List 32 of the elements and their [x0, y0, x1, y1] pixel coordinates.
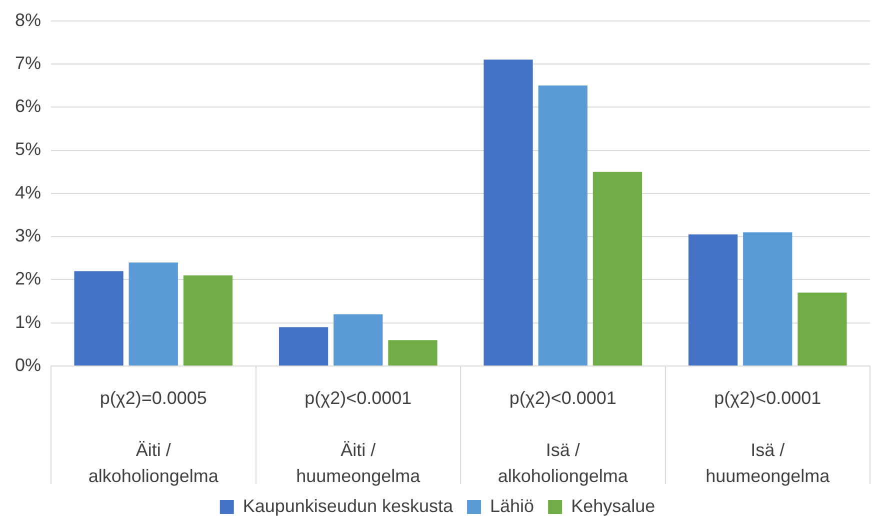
x-tick-label: Äiti / huumeongelma — [296, 440, 422, 486]
bar — [484, 60, 533, 366]
x-tick-label: Äiti / alkoholiongelma — [88, 440, 220, 486]
bar — [334, 314, 383, 366]
bar — [278, 327, 328, 366]
text: p(χ2)<0.0001 — [714, 388, 822, 408]
y-tick-label: 7% — [15, 52, 42, 73]
bar — [128, 262, 178, 366]
text: p(χ2)<0.0001 — [304, 388, 412, 408]
legend-label: Kaupunkiseudun keskusta — [242, 496, 454, 516]
bar — [798, 292, 847, 366]
text: p(χ2)<0.0001 — [509, 388, 616, 408]
x-tick-label: Isä / huumeongelma — [706, 440, 831, 486]
bar — [592, 172, 642, 366]
legend-label: Kehysalue — [571, 496, 656, 516]
bar — [183, 275, 233, 366]
y-tick-label: 1% — [15, 312, 42, 332]
bar — [688, 234, 738, 366]
bar — [538, 86, 588, 366]
legend-label: Lähiö — [490, 496, 534, 516]
y-tick-label: 0% — [15, 354, 42, 375]
text: p(χ2)=0.0005 — [100, 388, 207, 408]
y-tick-label: 3% — [15, 226, 42, 246]
bar — [388, 340, 438, 366]
y-tick-label: 5% — [15, 139, 42, 160]
y-tick-label: 2% — [15, 268, 42, 289]
bar — [74, 271, 124, 366]
bar — [743, 232, 792, 366]
y-tick-label: 8% — [15, 10, 42, 30]
x-tick-label: Isä / alkoholiongelma — [498, 440, 629, 486]
y-tick-label: 6% — [15, 96, 42, 116]
y-tick-label: 4% — [15, 182, 42, 202]
